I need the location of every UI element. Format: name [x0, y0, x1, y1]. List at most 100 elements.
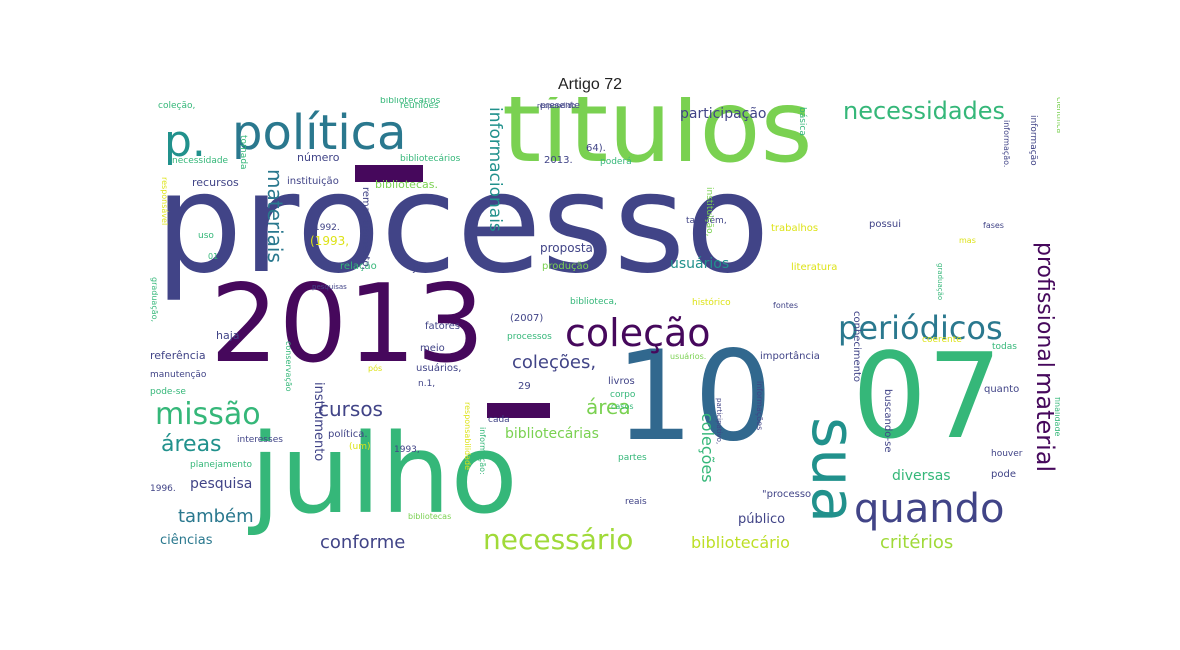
cloud-word: instrumento [311, 382, 326, 462]
dash-mark [487, 403, 550, 418]
cloud-word: bibliotecários [400, 154, 461, 164]
cloud-word: pesquisas [312, 283, 347, 291]
cloud-word: houver [991, 449, 1023, 459]
cloud-word: coleções, [512, 352, 597, 373]
cloud-word: processos [507, 332, 552, 342]
cloud-word: bibliotecas [408, 512, 452, 521]
cloud-word: materiais [263, 169, 287, 263]
cloud-word: reuniões [400, 101, 439, 111]
cloud-word: possui [869, 219, 902, 230]
cloud-word: responsável [160, 177, 169, 226]
cloud-word: coleção [565, 311, 711, 355]
cloud-word: jan. [413, 263, 432, 274]
cloud-word: missão [155, 397, 261, 432]
cloud-word: bibliotecas. [375, 178, 438, 191]
cloud-word: usuários [670, 256, 730, 272]
cloud-word: política [232, 105, 407, 161]
cloud-word: também, [686, 216, 727, 226]
cloud-word: científica [1055, 97, 1060, 134]
cloud-word: manutenção [150, 370, 207, 380]
cloud-word: conhecimento [851, 311, 862, 382]
cloud-word: 1996. [150, 484, 176, 494]
word-cloud: processo títulos julho 2013 10 07 política p. co… [150, 97, 1060, 557]
cloud-word: (1993, [310, 234, 350, 248]
cloud-word: partes [618, 453, 647, 463]
cloud-word: 64). [586, 143, 606, 154]
cloud-word: graduação [936, 263, 944, 301]
cloud-word: p. [164, 116, 206, 167]
cloud-word: necessidades [843, 97, 1006, 125]
cloud-word: instituição [287, 176, 339, 187]
cloud-word: referência [150, 349, 206, 362]
cloud-word: também [178, 506, 254, 527]
cloud-word: importância [760, 351, 820, 362]
cloud-word: informação. [1002, 120, 1011, 168]
cloud-word: casos [611, 402, 634, 411]
cloud-word: livros [608, 376, 635, 387]
cloud-word: buscando-se [882, 389, 893, 453]
cloud-word: tomada [238, 135, 248, 170]
cloud-word: fontes [773, 301, 799, 310]
cloud-word: histórico [692, 298, 731, 308]
cloud-word: informacionais [485, 107, 505, 232]
cloud-word: graduação, [150, 277, 159, 323]
cloud-word: bibliotecário [691, 533, 790, 552]
cloud-word: trabalhos [771, 223, 819, 234]
cloud-word: julho [250, 410, 518, 538]
cloud-word: instituição, [704, 187, 714, 237]
cloud-word: meio [420, 343, 445, 354]
cloud-word: 10 [615, 325, 773, 469]
cloud-word: biblioteca, [570, 297, 617, 307]
cloud-word: mas [959, 236, 976, 245]
cloud-word: usuários. [670, 352, 707, 361]
cloud-word: "processo [762, 489, 812, 500]
cloud-word: conservação [284, 341, 293, 392]
cloud-word: pós [368, 364, 383, 373]
cloud-word: cursos [318, 397, 383, 421]
cloud-word: relação [340, 261, 377, 272]
cloud-word: bibliotecárias [505, 426, 599, 442]
cloud-word: uso [198, 231, 214, 241]
cloud-word: coerente [922, 335, 962, 345]
cloud-word: poderá [600, 157, 632, 167]
cloud-word: todas [992, 342, 1017, 352]
cloud-word: produção [542, 261, 589, 272]
chart-title: Artigo 72 [557, 76, 623, 93]
cloud-word: 01 [208, 252, 219, 261]
dash-mark [355, 165, 423, 182]
cloud-word: proposta [540, 241, 593, 255]
cloud-word: ciências [160, 533, 213, 548]
cloud-word: literatura [791, 262, 838, 273]
cloud-word: número [297, 151, 340, 164]
cloud-word: informação [1028, 115, 1038, 166]
cloud-word: informação: [478, 427, 487, 475]
cloud-word: participativo, [715, 398, 723, 445]
cloud-word: 1992. [314, 223, 340, 233]
cloud-word: pesquisa [190, 476, 253, 492]
cloud-word: 29 [518, 381, 531, 392]
cloud-word: bibliotecários [380, 97, 441, 106]
cloud-word: quando [854, 486, 1005, 532]
cloud-word: necessidade [172, 156, 229, 166]
cloud-word: fatores [425, 321, 460, 332]
cloud-word: 1993, [394, 445, 420, 455]
cloud-word: política. [328, 429, 368, 440]
cloud-word: haja [216, 329, 240, 342]
cloud-word: fases [983, 221, 1004, 230]
cloud-word: n.1, [418, 379, 436, 389]
cloud-word: interesses [237, 435, 283, 445]
cloud-word: reais [625, 497, 647, 507]
cloud-word: participação [680, 106, 767, 122]
cloud-word: básica [797, 107, 807, 136]
cloud-word: títulos [502, 97, 813, 185]
cloud-word: coleção, [158, 101, 196, 111]
cloud-word: pode-se [150, 387, 186, 397]
cloud-word: público [738, 512, 786, 527]
cloud-word: respondido [537, 102, 576, 110]
cloud-word: conforme [320, 532, 406, 553]
cloud-word: profissional [1032, 242, 1057, 368]
cloud-word: usuários, [416, 363, 462, 374]
cloud-word: necessário [483, 523, 634, 556]
cloud-word: corpo [610, 390, 636, 400]
cloud-word: pode [991, 469, 1016, 480]
